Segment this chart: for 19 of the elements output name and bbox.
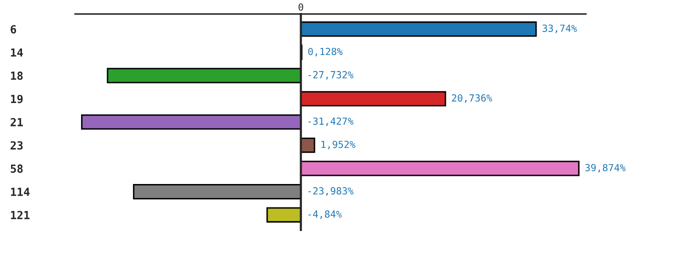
y-tick-label: 18 bbox=[11, 72, 23, 80]
data-label: -4,84% bbox=[308, 210, 342, 219]
data-label: 33,74% bbox=[542, 24, 577, 34]
data-label: -27,732% bbox=[308, 71, 354, 80]
data-label: 20,736% bbox=[452, 94, 492, 103]
y-tick-label: 21 bbox=[10, 118, 23, 126]
data-label: 39,874% bbox=[585, 164, 626, 173]
y-tick-label: 23 bbox=[10, 141, 23, 150]
data-label: 1,952% bbox=[322, 140, 356, 150]
data-label: -23,983% bbox=[308, 187, 354, 196]
data-label: -31,427% bbox=[308, 117, 354, 126]
y-tick-label: 58 bbox=[10, 164, 23, 173]
y-tick-label: 19 bbox=[11, 94, 23, 104]
y-tick-label: 121 bbox=[11, 210, 30, 220]
annotation: 0 bbox=[298, 3, 304, 11]
y-tick-label: 14 bbox=[11, 48, 23, 57]
data-label: 0,128% bbox=[308, 48, 343, 56]
y-tick-label: 114 bbox=[11, 188, 30, 196]
y-tick-label: 6 bbox=[10, 25, 16, 34]
